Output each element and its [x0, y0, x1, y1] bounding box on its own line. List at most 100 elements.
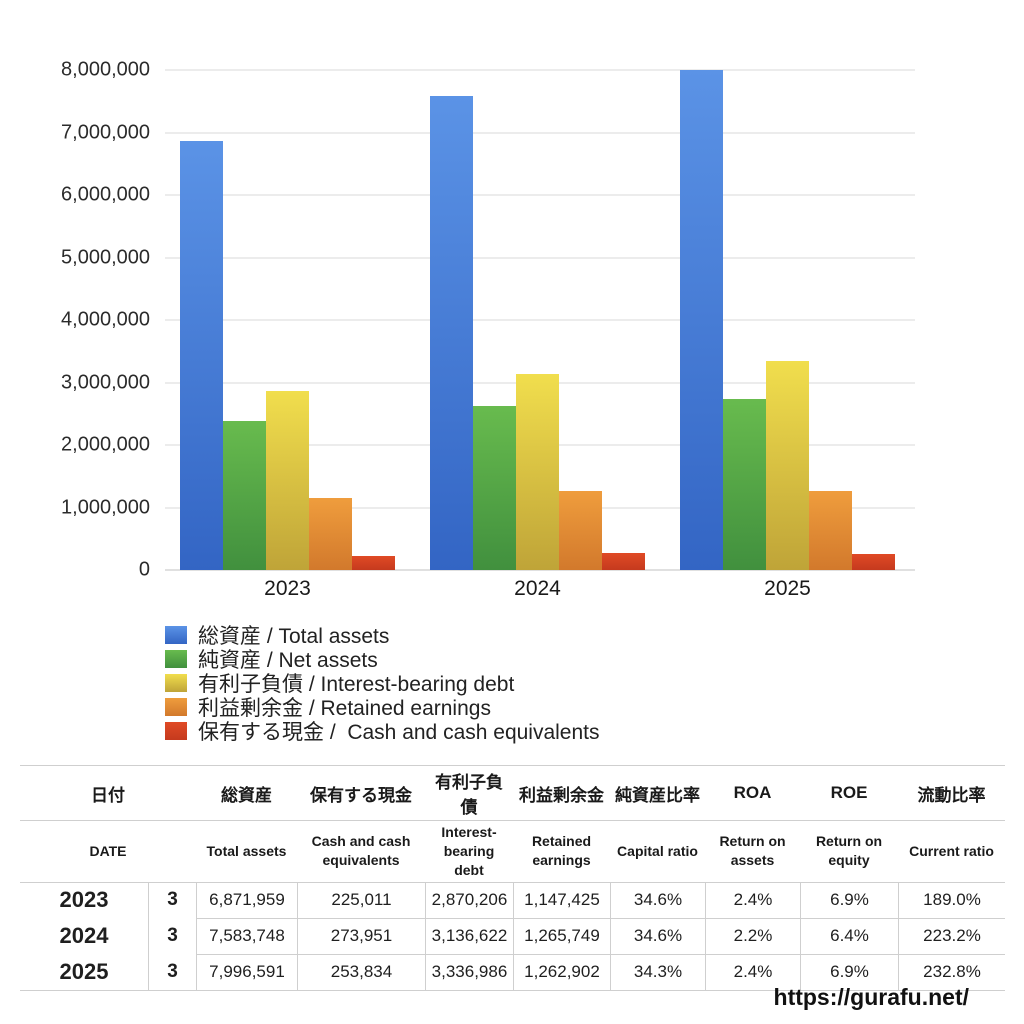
column-header-jp-4: 利益剰余金	[513, 766, 610, 821]
cell-2-2: 3,336,986	[425, 953, 513, 990]
column-header-jp-7: ROE	[800, 766, 898, 821]
column-header-jp-1: 総資産	[196, 766, 297, 821]
column-header-en-7: Return on equity	[800, 821, 898, 883]
cell-0-3: 1,147,425	[513, 882, 610, 918]
chart-legend: 総資産 / Total assets 純資産 / Net assets 有利子負債 …	[165, 623, 600, 744]
gridline	[165, 69, 915, 71]
gridline	[165, 194, 915, 196]
column-header-jp-8: 流動比率	[898, 766, 1005, 821]
table-header-row-en: DATE Total assets Cash and cash equivalent…	[20, 821, 1005, 883]
cell-1-0: 7,583,748	[196, 917, 297, 954]
cell-month-1: 3	[148, 917, 196, 954]
cell-year-0: 2023	[59, 887, 109, 913]
legend-swatch-icon	[165, 698, 187, 716]
legend-item-3: 利益剰余金 / Retained earnings	[165, 695, 600, 720]
cell-2-0: 7,996,591	[196, 953, 297, 990]
bar-2024-series-4	[602, 553, 645, 570]
y-tick-label: 5,000,000	[61, 246, 150, 268]
cell-0-6: 6.9%	[800, 882, 898, 918]
bar-2023-series-3	[309, 498, 352, 570]
legend-item-0: 総資産 / Total assets	[165, 623, 600, 648]
x-tick-label: 2025	[764, 577, 811, 600]
column-header-en-5: Capital ratio	[610, 821, 705, 883]
table-row-2025: 2025 3 7,996,591 253,834 3,336,986 1,262,902 3…	[20, 953, 1005, 990]
bar-2025-series-1	[723, 399, 766, 570]
column-header-jp-5: 純資産比率	[610, 766, 705, 821]
y-tick-label: 2,000,000	[61, 433, 150, 456]
bar-2024-series-2	[516, 374, 559, 570]
column-header-jp-0: 日付	[20, 766, 196, 821]
bar-2024-series-0	[430, 96, 473, 570]
legend-item-4: 保有する現金 / Cash and cash equivalents	[165, 719, 600, 744]
gridline	[165, 319, 915, 321]
x-tick-label: 2023	[264, 577, 311, 600]
cell-2-6: 6.9%	[800, 953, 898, 990]
cell-0-7: 189.0%	[898, 882, 1005, 918]
legend-item-2: 有利子負債 / Interest-bearing debt	[165, 671, 600, 696]
legend-swatch-icon	[165, 650, 187, 668]
legend-swatch-icon	[165, 626, 187, 644]
column-header-en-2: Cash and cash equivalents	[297, 821, 425, 883]
y-tick-label: 0	[138, 558, 150, 581]
legend-label: 総資産 / Total assets	[198, 625, 390, 648]
column-header-jp-2: 保有する現金	[297, 766, 425, 821]
bar-2025-series-4	[852, 554, 895, 570]
gridline	[165, 256, 915, 259]
cell-0-4: 34.6%	[610, 882, 705, 918]
bar-2024-series-3	[559, 491, 602, 570]
bar-2023-series-1	[223, 421, 266, 570]
legend-label: 純資産 / Net assets	[198, 649, 378, 672]
legend-item-1: 純資産 / Net assets	[165, 647, 600, 672]
table-header-row-jp: 日付 総資産 保有する現金 有利子負債 利益剰余金 純資産比率 ROA ROE 流動比率	[20, 766, 1005, 821]
legend-label: 利益剰余金 / Retained earnings	[198, 697, 491, 720]
cell-1-4: 34.6%	[610, 917, 705, 954]
y-tick-label: 6,000,000	[61, 183, 150, 206]
legend-label: 有利子負債 / Interest-bearing debt	[198, 673, 515, 696]
y-tick-label: 8,000,000	[61, 58, 150, 81]
cell-year-1: 2024	[59, 922, 109, 948]
column-header-en-8: Current ratio	[898, 821, 1005, 883]
column-header-en-3: Interest-bearing debt	[425, 821, 513, 883]
cell-1-6: 6.4%	[800, 917, 898, 954]
site-url: https://gurafu.net/	[773, 984, 969, 1010]
cell-0-5: 2.4%	[705, 882, 800, 918]
legend-swatch-icon	[165, 722, 187, 740]
bar-2025-series-3	[809, 491, 852, 570]
cell-2-4: 34.3%	[610, 953, 705, 990]
bar-2025-series-2	[766, 361, 809, 570]
bar-2023-series-2	[266, 391, 309, 570]
gridline	[165, 131, 915, 134]
column-header-en-6: Return on assets	[705, 821, 800, 883]
bar-2025-series-0	[680, 70, 723, 570]
bar-chart: 0 1,000,000 2,000,000 3,000,000 4,000,000 5,0…	[61, 58, 915, 600]
cell-1-7: 223.2%	[898, 917, 1005, 954]
bar-2024-series-1	[473, 406, 516, 570]
cell-1-1: 273,951	[297, 917, 425, 954]
y-tick-label: 4,000,000	[61, 308, 150, 331]
bar-2023-series-0	[180, 141, 223, 570]
column-header-en-0: DATE	[20, 821, 196, 883]
table-row-2024: 2024 3 7,583,748 273,951 3,136,622 1,265,749 3…	[20, 917, 1005, 954]
y-tick-label: 1,000,000	[61, 496, 150, 518]
cell-0-2: 2,870,206	[425, 882, 513, 918]
x-tick-label: 2024	[514, 577, 561, 600]
cell-0-1: 225,011	[297, 882, 425, 918]
column-header-jp-3: 有利子負債	[425, 766, 513, 821]
cell-2-1: 253,834	[297, 953, 425, 990]
financial-table: 日付 総資産 保有する現金 有利子負債 利益剰余金 純資産比率 ROA ROE 流動比率 DATE…	[20, 765, 1005, 991]
gridline	[165, 569, 915, 571]
cell-0-0: 6,871,959	[196, 882, 297, 918]
table-row-2023: 2023 3 6,871,959 225,011 2,870,206 1,147,425 3…	[20, 882, 1005, 918]
legend-swatch-icon	[165, 674, 187, 692]
legend-label: 保有する現金 / Cash and cash equivalents	[198, 721, 600, 744]
column-header-en-1: Total assets	[196, 821, 297, 883]
cell-2-3: 1,262,902	[513, 953, 610, 990]
cell-2-5: 2.4%	[705, 953, 800, 990]
column-header-en-4: Retained earnings	[513, 821, 610, 883]
cell-1-3: 1,265,749	[513, 917, 610, 954]
cell-year-2: 2025	[59, 958, 109, 984]
cell-month-0: 3	[148, 882, 196, 918]
cell-1-5: 2.2%	[705, 917, 800, 954]
column-header-jp-6: ROA	[705, 766, 800, 821]
